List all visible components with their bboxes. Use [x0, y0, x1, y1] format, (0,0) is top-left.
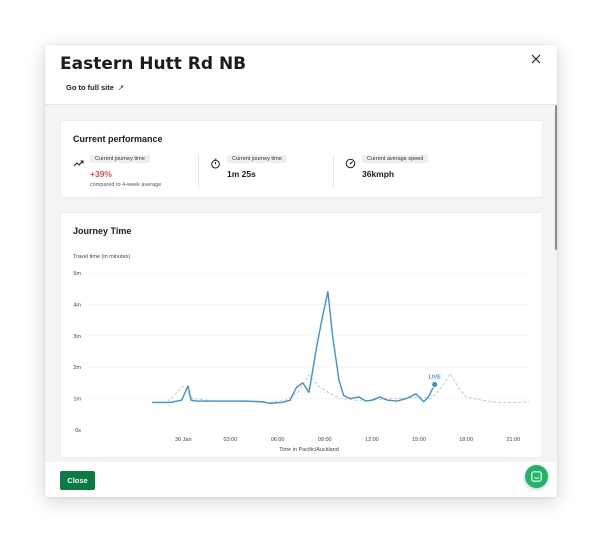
full-site-label: Go to full site [66, 83, 114, 92]
y-tick-label: 2m [73, 365, 81, 371]
close-button[interactable]: Close [60, 471, 95, 490]
metric-label: Current journey time [90, 155, 150, 163]
metric-label: Current average speed [362, 155, 429, 163]
x-tick-label: 21:00 [506, 437, 520, 443]
performance-title: Current performance [73, 134, 163, 144]
x-axis-label: Time in Pacific/Auckland [279, 447, 339, 453]
current-performance-card: Current performance Current journey time… [60, 120, 543, 198]
y-tick-label: 4m [73, 302, 81, 308]
go-to-full-site-link[interactable]: Go to full site ↗ [66, 83, 124, 92]
stopwatch-icon [210, 156, 221, 169]
close-icon[interactable] [528, 51, 544, 67]
journey-time-chart: Travel time (in minutes) 0s 1m 2m 3m 4m 5m 30 J… [73, 254, 530, 453]
y-tick-label: 1m [73, 397, 81, 403]
divider [333, 155, 334, 187]
y-tick-label: 3m [73, 334, 81, 340]
metric-value: 36kmph [362, 169, 395, 179]
metric-value: 1m 25s [227, 169, 256, 179]
chat-button[interactable] [525, 465, 548, 488]
y-tick-label: 5m [73, 271, 81, 277]
live-marker-dot [430, 380, 439, 389]
x-tick-label: 09:00 [318, 437, 332, 443]
journey-time-title: Journey Time [73, 226, 132, 236]
journey-time-card: Journey Time Travel time (in minutes) 0s 1… [60, 212, 543, 458]
live-series-line [151, 291, 436, 404]
metric-subtext: compared to 4-week average [90, 182, 162, 188]
x-tick-label: 06:00 [271, 437, 285, 443]
x-tick-label: 15:00 [412, 437, 426, 443]
live-marker-label: LIVE [429, 374, 442, 380]
x-tick-label: 30 Jan [175, 437, 192, 443]
chat-icon [531, 471, 542, 482]
y-tick-label: 0s [75, 428, 81, 434]
modal-footer: Close [45, 462, 557, 497]
metric-label: Current journey time [227, 155, 287, 163]
modal-dialog: Eastern Hutt Rd NB Go to full site ↗ Curr… [45, 45, 557, 497]
y-axis-label: Travel time (in minutes) [73, 254, 130, 260]
external-link-icon: ↗ [117, 83, 125, 92]
trend-up-icon [73, 156, 84, 167]
divider [198, 155, 199, 187]
metric-value: +39% [90, 169, 112, 179]
x-tick-label: 03:00 [224, 437, 238, 443]
modal-title: Eastern Hutt Rd NB [60, 54, 247, 74]
scrollbar[interactable] [555, 105, 557, 250]
speedometer-icon [345, 156, 356, 169]
x-tick-label: 12:00 [365, 437, 379, 443]
x-tick-label: 18:00 [459, 437, 473, 443]
modal-header: Eastern Hutt Rd NB Go to full site ↗ [45, 45, 557, 105]
